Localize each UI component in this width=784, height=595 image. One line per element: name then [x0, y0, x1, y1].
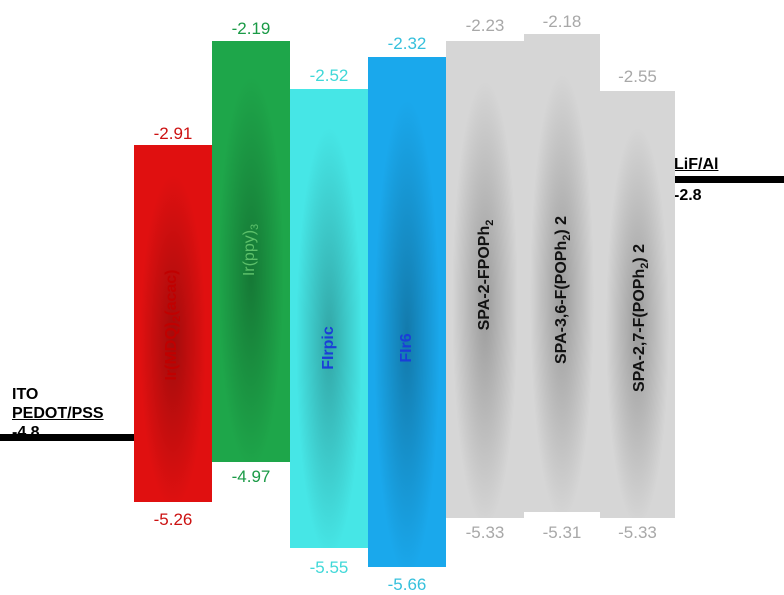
anode-level-line [0, 434, 134, 441]
lumo-value-spa-2-fpoph2: -2.23 [465, 16, 505, 35]
cathode-level-line [672, 176, 784, 183]
lumo-value-fir6: -2.32 [387, 34, 427, 53]
lumo-value-spa-27-f-poph2-2: -2.55 [618, 67, 657, 86]
material-label-ir-mdq: Ir(MDQ)2(acac) [162, 269, 184, 381]
energy-bar-spa-27-f-poph2-2 [600, 91, 675, 518]
anode-label: ITO PEDOT/PSS -4.8 [12, 385, 104, 442]
anode-value: -4.8 [12, 424, 40, 441]
energy-bar-spa-36-f-poph2-2 [524, 34, 600, 512]
anode-label-ito: ITO [12, 386, 39, 403]
homo-value-fir6: -5.66 [387, 575, 427, 594]
anode-label-pedot: PEDOT/PSS [12, 405, 104, 422]
material-label-spa-36-f-poph2-2: SPA-3,6-F(POPh2) 2 [552, 215, 574, 365]
homo-value-spa-2-fpoph2: -5.33 [465, 523, 505, 542]
lumo-value-spa-36-f-poph2-2: -2.18 [542, 12, 582, 31]
material-label-fir6: FIr6 [398, 333, 415, 363]
homo-value-firpic: -5.55 [309, 558, 349, 577]
cathode-value: -2.8 [674, 187, 702, 204]
homo-value-spa-36-f-poph2-2: -5.31 [542, 523, 582, 542]
material-label-ir-ppy: Ir(ppy)3 [240, 223, 262, 277]
homo-value-ir-mdq: -5.26 [153, 510, 193, 529]
material-label-firpic: FIrpic [320, 326, 337, 370]
homo-value-ir-ppy: -4.97 [231, 467, 271, 486]
lumo-value-ir-ppy: -2.19 [231, 19, 271, 38]
energy-bar-firpic [290, 89, 368, 548]
energy-bar-spa-2-fpoph2 [446, 41, 524, 518]
energy-bar-fir6 [368, 57, 446, 567]
energy-bar-ir-mdq [134, 145, 212, 502]
material-label-spa-2-fpoph2: SPA-2-FPOPh2 [475, 219, 497, 331]
lumo-value-ir-mdq: -2.91 [153, 124, 193, 143]
material-label-spa-27-f-poph2-2: SPA-2,7-F(POPh2) 2 [630, 243, 652, 393]
cathode-label: LiF/Al [674, 156, 719, 173]
energy-bar-ir-ppy [212, 41, 290, 462]
lumo-value-firpic: -2.52 [309, 66, 349, 85]
homo-value-spa-27-f-poph2-2: -5.33 [618, 523, 657, 542]
